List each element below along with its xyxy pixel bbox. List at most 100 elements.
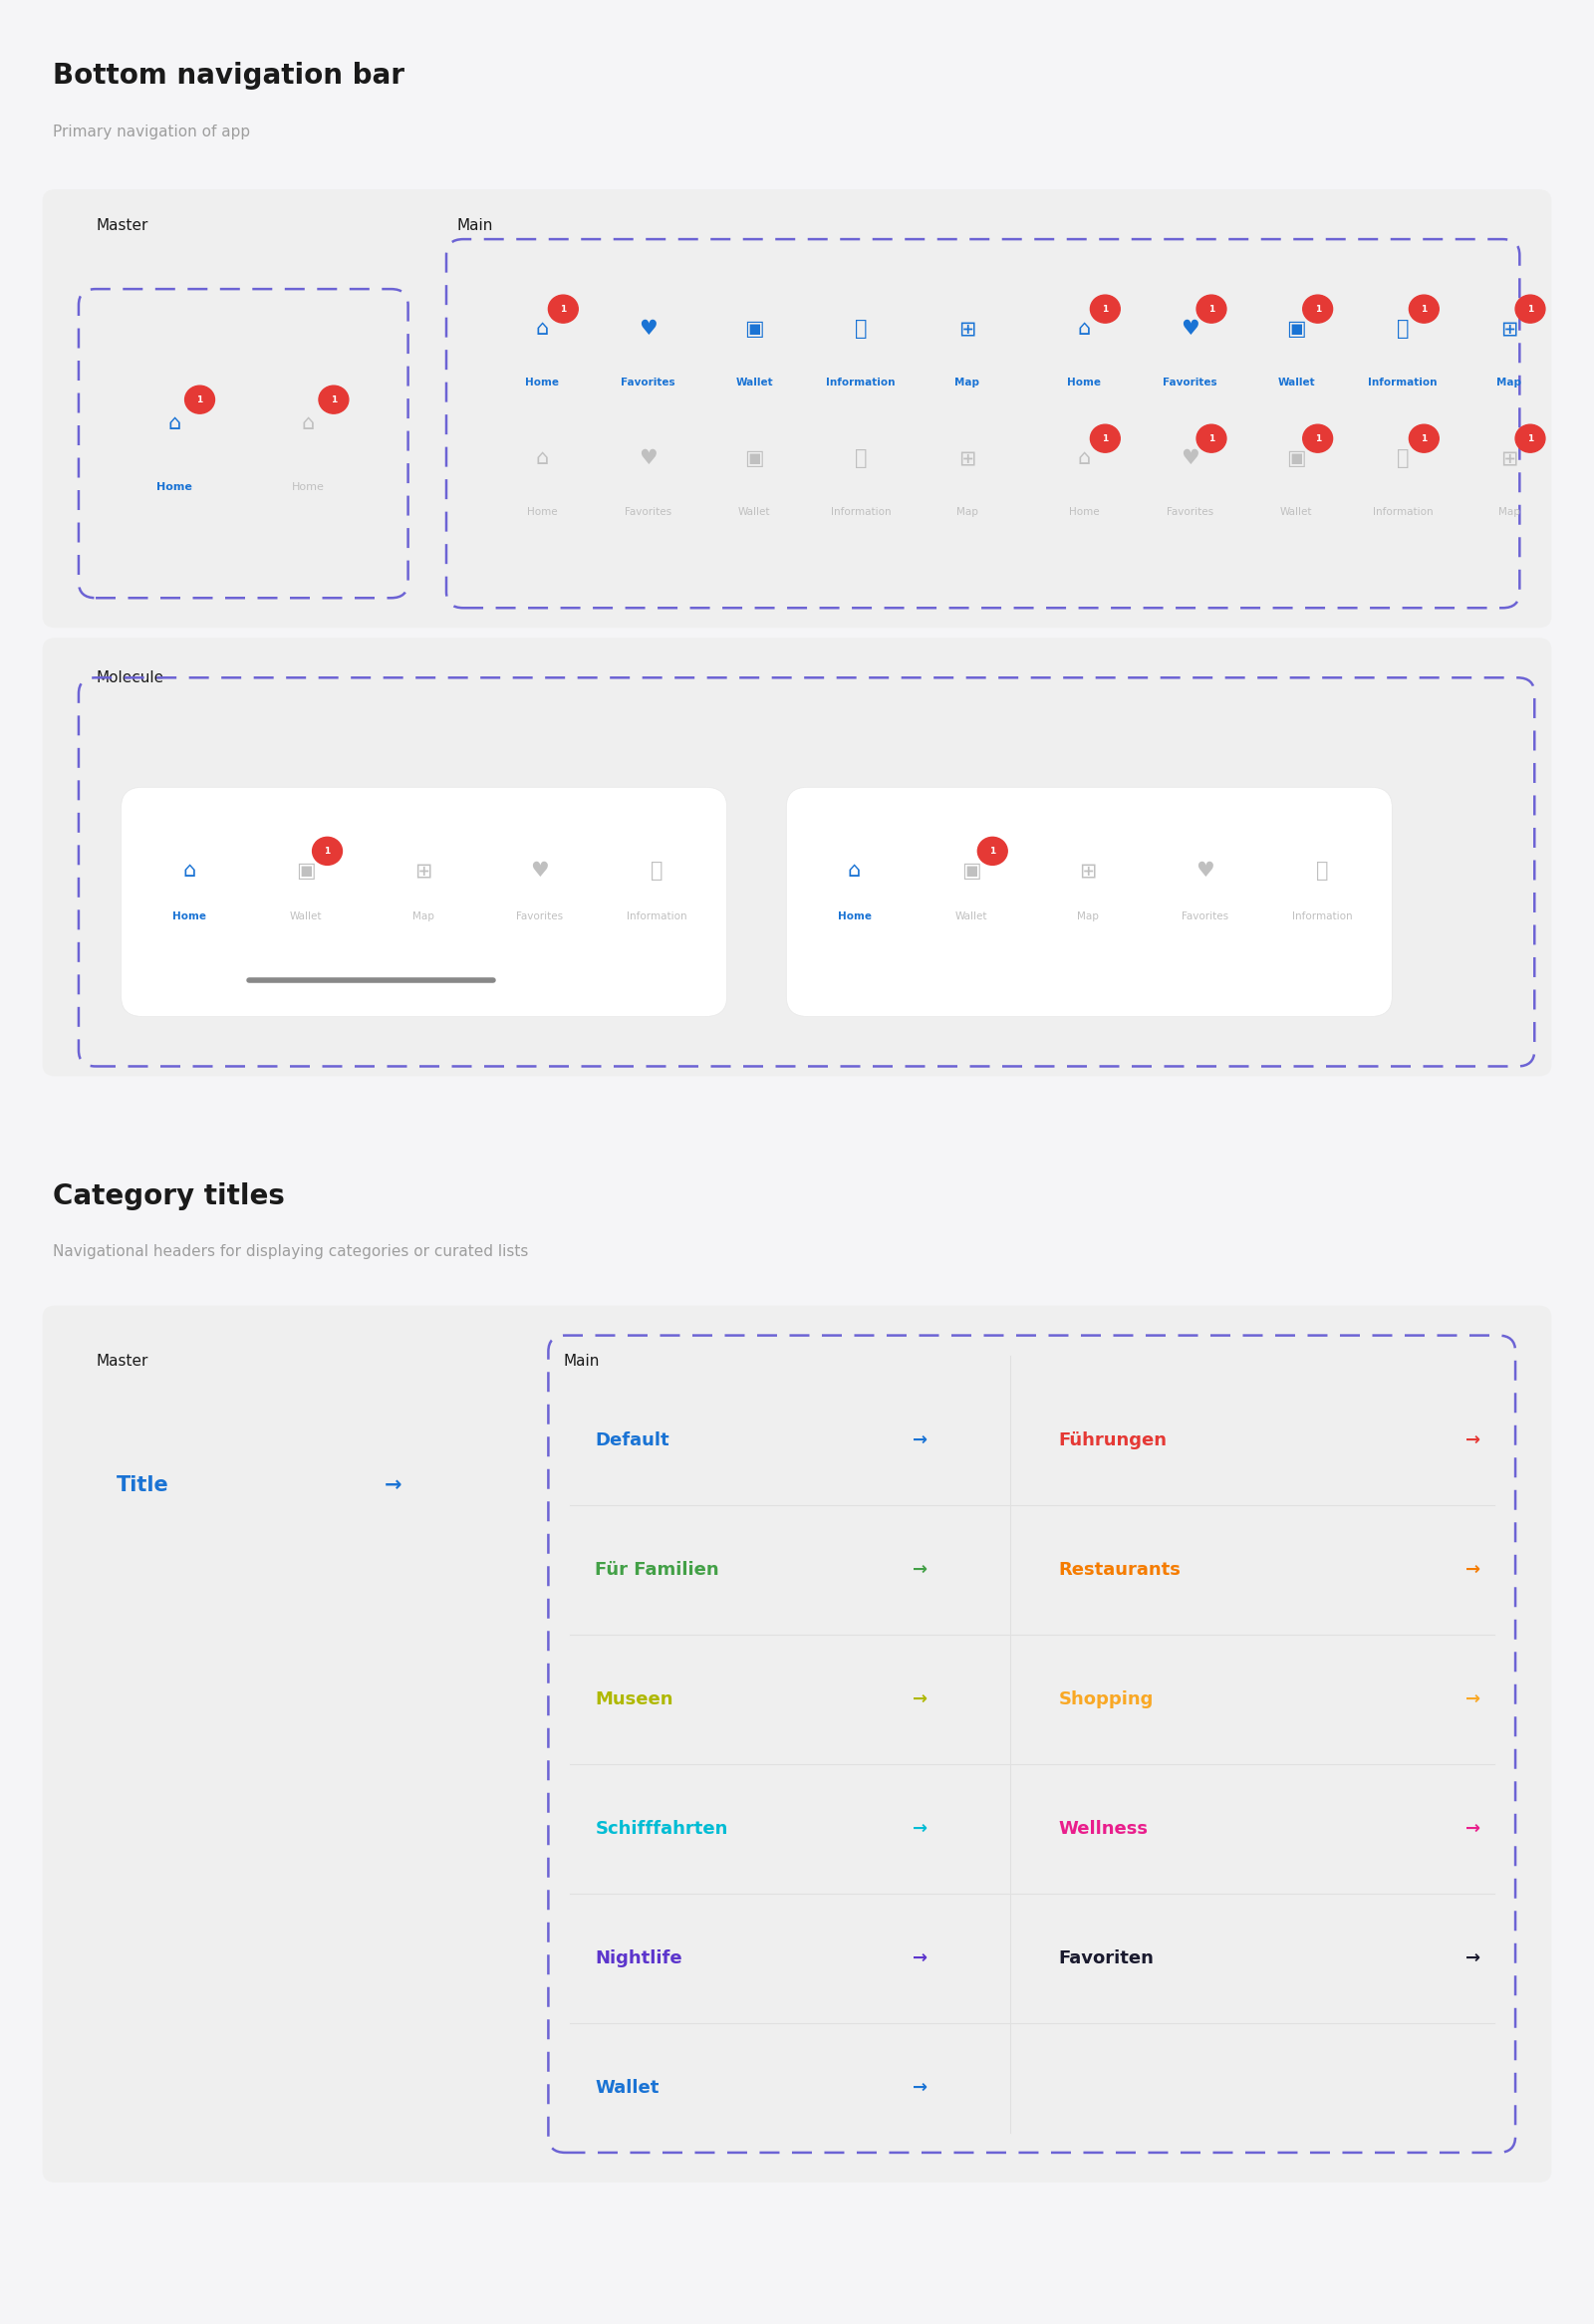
Text: Schifffahrten: Schifffahrten bbox=[595, 1820, 728, 1838]
Text: Map: Map bbox=[411, 911, 434, 923]
Text: Wallet: Wallet bbox=[290, 911, 322, 923]
Text: Favoriten: Favoriten bbox=[1058, 1950, 1154, 1966]
Text: ⓘ: ⓘ bbox=[1315, 860, 1328, 881]
Text: Category titles: Category titles bbox=[53, 1183, 285, 1211]
Text: Home: Home bbox=[837, 911, 872, 923]
Text: Wallet: Wallet bbox=[955, 911, 987, 923]
Text: ⊞: ⊞ bbox=[414, 860, 432, 881]
Circle shape bbox=[1197, 425, 1226, 453]
Text: ⌂: ⌂ bbox=[183, 860, 196, 881]
Text: →: → bbox=[1465, 1562, 1481, 1578]
FancyBboxPatch shape bbox=[43, 1306, 1551, 2182]
Text: Favorites: Favorites bbox=[1181, 911, 1229, 923]
Text: ⌂: ⌂ bbox=[301, 414, 314, 435]
Text: ⓘ: ⓘ bbox=[1396, 449, 1409, 469]
Text: Information: Information bbox=[626, 911, 687, 923]
Text: Führungen: Führungen bbox=[1058, 1432, 1167, 1448]
Text: ▣: ▣ bbox=[961, 860, 982, 881]
Text: Master: Master bbox=[96, 1355, 148, 1369]
Circle shape bbox=[1090, 425, 1121, 453]
Text: Home: Home bbox=[292, 483, 325, 493]
Circle shape bbox=[1302, 425, 1333, 453]
Text: Wallet: Wallet bbox=[736, 379, 773, 388]
Text: ▣: ▣ bbox=[296, 860, 316, 881]
Text: 1: 1 bbox=[1208, 435, 1215, 444]
Text: ⌂: ⌂ bbox=[848, 860, 861, 881]
FancyBboxPatch shape bbox=[43, 637, 1551, 1076]
Text: ⓘ: ⓘ bbox=[650, 860, 663, 881]
Text: Information: Information bbox=[826, 379, 896, 388]
Text: ▣: ▣ bbox=[1286, 318, 1307, 339]
Text: 1: 1 bbox=[1101, 435, 1108, 444]
Text: Favorites: Favorites bbox=[625, 507, 671, 518]
Text: →: → bbox=[1465, 1690, 1481, 1708]
Text: 1: 1 bbox=[1420, 304, 1427, 314]
FancyBboxPatch shape bbox=[43, 188, 1551, 627]
Text: Information: Information bbox=[1291, 911, 1352, 923]
Text: Home: Home bbox=[524, 379, 559, 388]
Circle shape bbox=[977, 837, 1007, 865]
Text: Restaurants: Restaurants bbox=[1058, 1562, 1181, 1578]
Text: ▣: ▣ bbox=[744, 318, 765, 339]
Text: ♥: ♥ bbox=[531, 860, 550, 881]
Text: →: → bbox=[384, 1476, 402, 1494]
Text: 1: 1 bbox=[330, 395, 336, 404]
Text: ▣: ▣ bbox=[1286, 449, 1307, 469]
Text: Wallet: Wallet bbox=[1278, 379, 1315, 388]
Text: ⊞: ⊞ bbox=[1500, 318, 1517, 339]
Circle shape bbox=[312, 837, 343, 865]
Text: Default: Default bbox=[595, 1432, 669, 1448]
Text: ⌂: ⌂ bbox=[1078, 449, 1090, 469]
Text: Wallet: Wallet bbox=[1280, 507, 1312, 518]
Circle shape bbox=[1090, 295, 1121, 323]
Text: Main: Main bbox=[563, 1355, 599, 1369]
Text: ⌂: ⌂ bbox=[536, 449, 548, 469]
Text: 1: 1 bbox=[1527, 304, 1533, 314]
Text: Map: Map bbox=[955, 379, 979, 388]
Text: Favorites: Favorites bbox=[1167, 507, 1213, 518]
Text: Bottom navigation bar: Bottom navigation bar bbox=[53, 63, 405, 91]
Text: Map: Map bbox=[1498, 507, 1521, 518]
Text: ⌂: ⌂ bbox=[167, 414, 180, 435]
Text: ♥: ♥ bbox=[639, 449, 658, 469]
Text: →: → bbox=[913, 1432, 928, 1448]
Circle shape bbox=[1409, 295, 1439, 323]
Text: Favorites: Favorites bbox=[622, 379, 676, 388]
Text: ⊞: ⊞ bbox=[958, 449, 976, 469]
Text: Navigational headers for displaying categories or curated lists: Navigational headers for displaying cate… bbox=[53, 1243, 529, 1260]
Text: ⊞: ⊞ bbox=[1500, 449, 1517, 469]
Text: Home: Home bbox=[1066, 379, 1101, 388]
Text: Information: Information bbox=[1368, 379, 1438, 388]
Text: 1: 1 bbox=[1101, 304, 1108, 314]
Text: ♥: ♥ bbox=[1196, 860, 1215, 881]
Text: Master: Master bbox=[96, 218, 148, 232]
Text: 1: 1 bbox=[196, 395, 202, 404]
Text: 1: 1 bbox=[1527, 435, 1533, 444]
Text: 1: 1 bbox=[559, 304, 566, 314]
Text: Map: Map bbox=[1497, 379, 1521, 388]
FancyBboxPatch shape bbox=[121, 788, 727, 1016]
Text: ⌂: ⌂ bbox=[1078, 318, 1090, 339]
Text: →: → bbox=[913, 2080, 928, 2096]
Circle shape bbox=[1302, 295, 1333, 323]
Text: Home: Home bbox=[1068, 507, 1100, 518]
FancyBboxPatch shape bbox=[786, 788, 1392, 1016]
Text: 1: 1 bbox=[990, 846, 996, 855]
Text: Information: Information bbox=[830, 507, 891, 518]
Text: ♥: ♥ bbox=[639, 318, 658, 339]
Text: Title: Title bbox=[116, 1476, 169, 1494]
Text: Museen: Museen bbox=[595, 1690, 673, 1708]
Text: Nightlife: Nightlife bbox=[595, 1950, 682, 1966]
Circle shape bbox=[1409, 425, 1439, 453]
Text: Molecule: Molecule bbox=[96, 669, 164, 686]
Text: 1: 1 bbox=[1420, 435, 1427, 444]
Circle shape bbox=[319, 386, 349, 414]
Text: Map: Map bbox=[956, 507, 979, 518]
Text: Information: Information bbox=[1372, 507, 1433, 518]
Text: ⊞: ⊞ bbox=[958, 318, 976, 339]
Text: Wallet: Wallet bbox=[738, 507, 770, 518]
Text: ♥: ♥ bbox=[1181, 449, 1200, 469]
Circle shape bbox=[1197, 295, 1226, 323]
Circle shape bbox=[548, 295, 579, 323]
Text: →: → bbox=[913, 1562, 928, 1578]
